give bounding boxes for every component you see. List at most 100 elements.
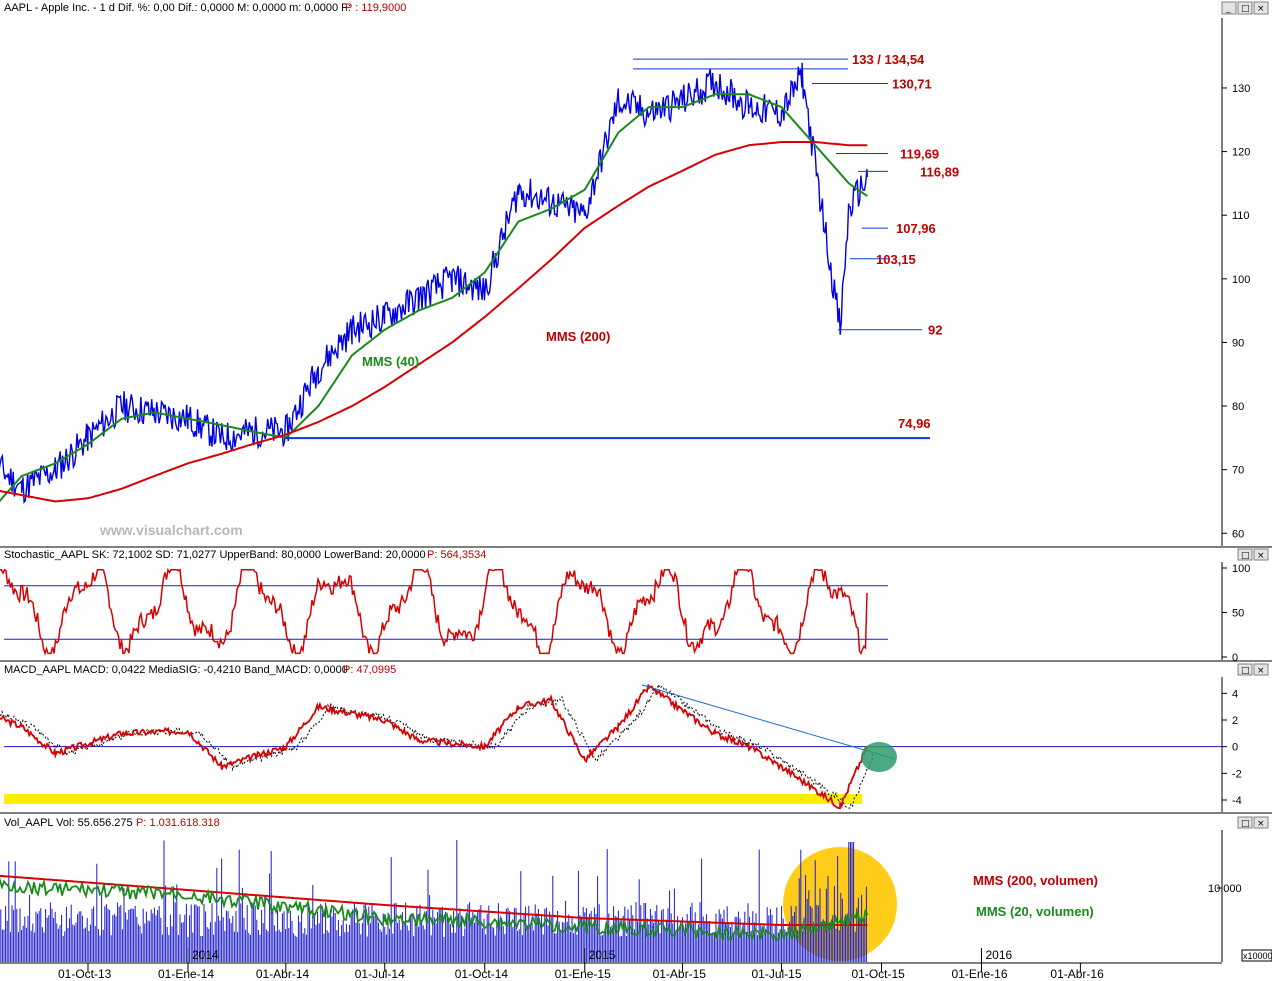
stoch-minimize-button[interactable]: □ <box>1237 548 1253 561</box>
vol-ytick-label: 10.000 <box>1208 883 1242 895</box>
macd-teal-circle <box>861 742 897 772</box>
x-tick-label: 01-Ene-16 <box>951 967 1007 981</box>
price-series-group <box>0 62 868 504</box>
macd-y-ticks: -4 -2 0 2 4 <box>1222 688 1242 807</box>
macd-window-buttons: □ × <box>1237 663 1269 676</box>
stochastic-panel: Stochastic_AAPL SK: 72,1002 SD: 71,0277 … <box>0 548 1272 664</box>
macd-line <box>0 684 869 810</box>
price-ytick-label: 60 <box>1232 528 1244 540</box>
svg-text:_: _ <box>1225 4 1231 14</box>
x-year-label: 2016 <box>985 948 1012 962</box>
mms40-label: MMS (40) <box>362 354 419 369</box>
svg-text:×: × <box>1257 819 1265 829</box>
stoch-ytick-label: 100 <box>1232 563 1250 575</box>
vol-mms200-line <box>0 874 868 926</box>
x-tick-label: 01-Oct-14 <box>455 967 509 981</box>
x-tick-label: 01-Abr-14 <box>256 967 310 981</box>
window-buttons: _ □ × <box>1221 1 1269 15</box>
macd-ytick-label: 4 <box>1232 688 1238 700</box>
vol-lines-group <box>0 874 869 943</box>
macd-trendline <box>641 684 896 760</box>
price-ytick-label: 90 <box>1232 337 1244 349</box>
price-y-ticks: 60 70 80 90 100 110 120 130 <box>1222 83 1250 540</box>
mms40-line <box>0 93 868 503</box>
svg-text:×: × <box>1257 551 1265 561</box>
vol-header: Vol_AAPL Vol: 55.656.275 <box>4 817 133 829</box>
minimize-button[interactable]: _ <box>1221 1 1237 15</box>
stoch-ytick-label: 50 <box>1232 608 1244 620</box>
stoch-header: Stochastic_AAPL SK: 72,1002 SD: 71,0277 … <box>4 549 426 561</box>
macd-minimize-button[interactable]: □ <box>1237 663 1253 676</box>
x-year-label: 2015 <box>589 948 616 962</box>
vol-minimize-button[interactable]: □ <box>1237 816 1253 829</box>
aapl-price-line <box>0 62 868 504</box>
x-tick-label: 01-Abr-15 <box>653 967 707 981</box>
level-label: 74,96 <box>898 416 931 431</box>
mms200-line <box>0 141 868 503</box>
macd-ytick-label: -2 <box>1232 768 1242 780</box>
level-label: 133 / 134,54 <box>852 52 925 67</box>
level-label: 119,69 <box>900 147 939 162</box>
stoch-sk-line <box>0 567 868 656</box>
x-tick-label: 01-Jul-14 <box>355 967 405 981</box>
svg-text:□: □ <box>1241 551 1250 561</box>
price-header-last: P : 119,9000 <box>345 2 406 14</box>
watermark: www.visualchart.com <box>99 522 243 538</box>
x-tick-label: 01-Oct-15 <box>851 967 905 981</box>
svg-text:□: □ <box>1241 819 1250 829</box>
price-panel: AAPL - Apple Inc. - 1 d Dif. %: 0,00 Dif… <box>0 1 1272 548</box>
macd-panel: MACD_AAPL MACD: 0,0422 MediaSIG: -0,4210… <box>0 663 1272 814</box>
x-tick-label: 01-Oct-13 <box>58 967 112 981</box>
macd-header-last: P: 47,0995 <box>343 664 396 676</box>
macd-series-group <box>0 682 1222 810</box>
vol-yellow-circle <box>783 847 897 961</box>
level-label: 103,15 <box>876 252 916 267</box>
macd-ytick-label: 2 <box>1232 715 1238 727</box>
stoch-y-ticks: 0 50 100 <box>1222 563 1250 664</box>
svg-text:□: □ <box>1241 4 1250 14</box>
macd-ytick-label: 0 <box>1232 742 1238 754</box>
macd-signal-line <box>0 682 873 809</box>
macd-header: MACD_AAPL MACD: 0,0422 MediaSIG: -0,4210… <box>4 664 348 676</box>
vol-unit-label: x10000 <box>1243 951 1272 961</box>
close-button[interactable]: × <box>1253 1 1269 15</box>
price-ytick-label: 130 <box>1232 83 1250 95</box>
level-label: 116,89 <box>920 164 959 179</box>
price-ytick-label: 100 <box>1232 274 1250 286</box>
svg-text:×: × <box>1257 666 1265 676</box>
stoch-close-button[interactable]: × <box>1253 548 1269 561</box>
svg-text:□: □ <box>1241 666 1250 676</box>
vol-mms200-label: MMS (200, volumen) <box>973 873 1098 888</box>
stoch-ytick-label: 0 <box>1232 652 1238 664</box>
price-ytick-label: 80 <box>1232 401 1244 413</box>
x-axis: 01-Oct-13 01-Ene-14 01-Abr-14 01-Jul-14 01-O… <box>58 948 1104 981</box>
volume-panel: Vol_AAPL Vol: 55.656.275 P: 1.031.618.31… <box>0 816 1272 962</box>
stoch-header-last: P: 564,3534 <box>427 549 486 561</box>
price-ytick-label: 120 <box>1232 147 1250 159</box>
vol-mms20-line <box>0 877 869 943</box>
x-tick-label: 01-Jul-15 <box>751 967 801 981</box>
macd-ytick-label: -4 <box>1232 795 1242 807</box>
x-tick-label: 01-Ene-14 <box>158 967 214 981</box>
price-ytick-label: 70 <box>1232 465 1244 477</box>
vol-unit-box <box>1241 949 1272 962</box>
vol-close-button[interactable]: × <box>1253 816 1269 829</box>
level-label: 107,96 <box>896 221 936 236</box>
x-tick-label: 01-Ene-15 <box>555 967 611 981</box>
vol-header-last: P: 1.031.618.318 <box>136 817 220 829</box>
maximize-button[interactable]: □ <box>1237 1 1253 15</box>
vol-mms20-label: MMS (20, volumen) <box>976 904 1094 919</box>
stoch-window-buttons: □ × <box>1237 548 1269 561</box>
macd-close-button[interactable]: × <box>1253 663 1269 676</box>
price-header: AAPL - Apple Inc. - 1 d Dif. %: 0,00 Dif… <box>4 2 351 14</box>
price-ytick-label: 110 <box>1232 210 1250 222</box>
stoch-series-group <box>0 567 888 656</box>
price-levels-group: 133 / 134,54 130,71 119,69 116,89 107,96 103,… <box>285 52 959 440</box>
svg-text:×: × <box>1257 4 1265 14</box>
x-tick-label: 01-Abr-16 <box>1050 967 1104 981</box>
mms200-label: MMS (200) <box>546 329 610 344</box>
vol-window-buttons: □ × <box>1237 816 1269 829</box>
level-label: 92 <box>928 323 942 338</box>
macd-yellow-highlight <box>4 794 862 804</box>
